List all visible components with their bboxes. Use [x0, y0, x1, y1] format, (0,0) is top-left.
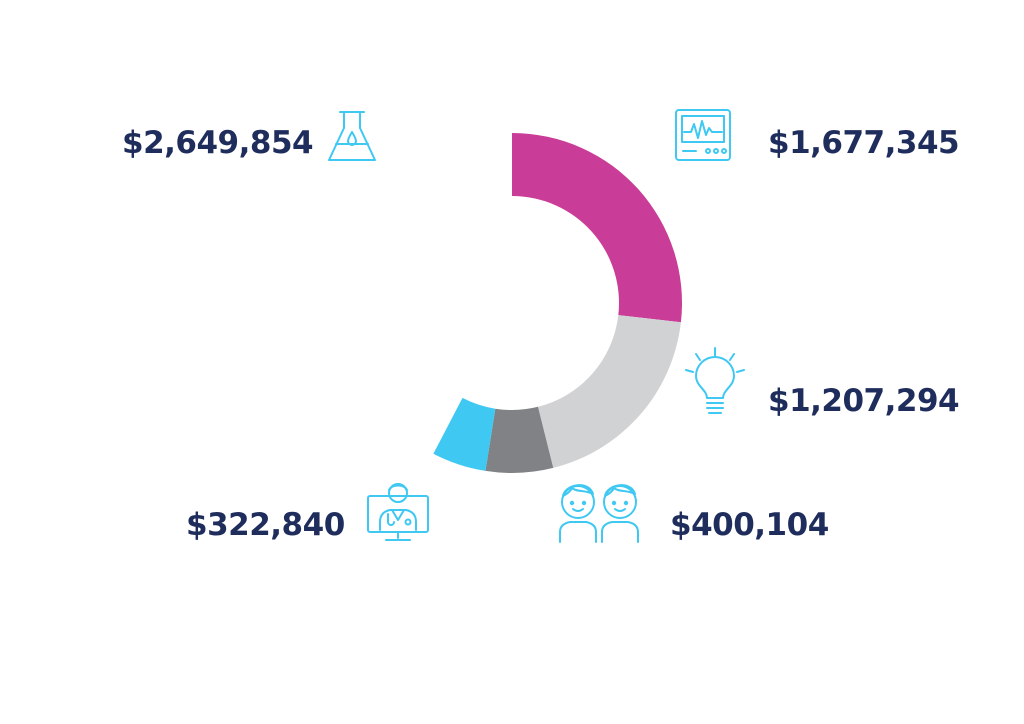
children-icon: [556, 478, 642, 544]
amount-label-monitor: $1,677,345: [768, 125, 960, 161]
amount-label-doctor: $322,840: [186, 507, 345, 543]
doctor-screen-icon: [366, 482, 430, 544]
monitor-icon: [674, 108, 732, 162]
flask-icon: [326, 110, 378, 164]
donut-segment-1: [512, 133, 682, 323]
donut-segment-4: [433, 397, 496, 471]
donut-segment-3: [485, 406, 554, 474]
amount-label-flask: $2,649,854: [122, 125, 314, 161]
amount-label-lightbulb: $1,207,294: [768, 383, 960, 419]
donut-segment-2: [537, 315, 681, 468]
donut-segment-0: [342, 133, 512, 454]
amount-label-children: $400,104: [670, 507, 829, 543]
lightbulb-icon: [682, 346, 748, 420]
